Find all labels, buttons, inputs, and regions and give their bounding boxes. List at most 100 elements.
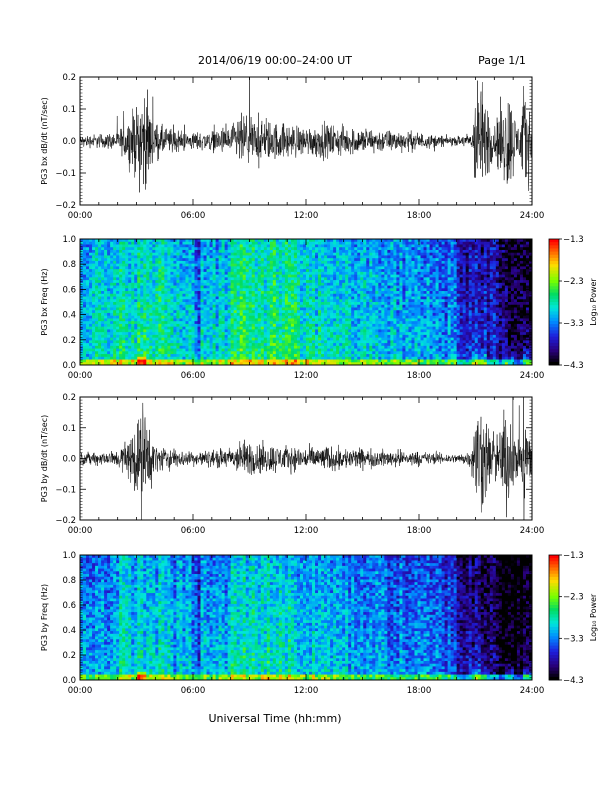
spectrogram-cell bbox=[248, 310, 253, 314]
spectrogram-cell bbox=[86, 310, 90, 314]
spectrogram-cell bbox=[296, 252, 301, 256]
spectrogram-cell bbox=[179, 323, 183, 328]
spectrogram-cell bbox=[95, 266, 99, 270]
spectrogram-cell bbox=[203, 247, 207, 251]
spectrogram-cell bbox=[230, 312, 235, 317]
spectrogram-cell bbox=[173, 299, 177, 303]
spectrogram-cell bbox=[155, 343, 159, 347]
spectrogram-cell bbox=[86, 312, 90, 317]
spectrogram-cell bbox=[366, 354, 370, 358]
spectrogram-cell bbox=[324, 340, 328, 344]
spectrogram-cell bbox=[366, 288, 370, 292]
spectrogram-cell bbox=[287, 293, 292, 297]
spectrogram-cell bbox=[269, 345, 274, 349]
spectrogram-cell bbox=[378, 255, 382, 259]
spectrogram-cell bbox=[254, 249, 259, 254]
spectrogram-cell bbox=[354, 266, 358, 270]
spectrogram-cell bbox=[363, 288, 367, 292]
spectrogram-cell bbox=[254, 263, 259, 267]
spectrogram-cell bbox=[390, 318, 394, 322]
spectrogram-cell bbox=[345, 241, 349, 245]
spectrogram-cell bbox=[357, 282, 361, 286]
spectrogram-cell bbox=[134, 241, 138, 245]
spectrogram-cell bbox=[176, 239, 180, 243]
spectrogram-cell bbox=[119, 266, 123, 270]
spectrogram-cell bbox=[315, 274, 319, 278]
spectrogram-cell bbox=[224, 252, 229, 256]
spectrogram-cell bbox=[146, 312, 150, 317]
spectrogram-cell bbox=[299, 269, 304, 273]
spectrogram-cell bbox=[321, 291, 325, 295]
spectrogram-cell bbox=[140, 323, 144, 328]
spectrogram-cell bbox=[197, 241, 201, 245]
spectrogram-cell bbox=[134, 260, 138, 265]
spectrogram-cell bbox=[92, 282, 96, 286]
spectrogram-cell bbox=[236, 310, 241, 314]
spectrogram-cell bbox=[206, 354, 210, 358]
spectrogram-cell bbox=[89, 263, 93, 267]
spectrogram-cell bbox=[218, 239, 223, 243]
spectrogram-cell bbox=[269, 351, 274, 355]
spectrogram-cell bbox=[381, 302, 385, 306]
spectrogram-cell bbox=[86, 269, 90, 273]
spectrogram-cell bbox=[176, 280, 180, 284]
spectrogram-cell bbox=[239, 343, 244, 347]
spectrogram-cell bbox=[152, 323, 156, 328]
spectrogram-cell bbox=[360, 302, 364, 306]
spectrogram-cell bbox=[155, 307, 159, 311]
spectrogram-cell bbox=[299, 332, 304, 336]
spectrogram-cell bbox=[158, 359, 162, 363]
spectrogram-cell bbox=[212, 302, 216, 306]
spectrogram-cell bbox=[315, 271, 319, 276]
spectrogram-cell bbox=[248, 356, 253, 360]
spectrogram-cell bbox=[170, 351, 174, 355]
spectrogram-cell bbox=[107, 345, 111, 349]
spectrogram-cell bbox=[140, 321, 144, 325]
spectrogram-cell bbox=[272, 362, 277, 366]
spectrogram-cell bbox=[143, 329, 147, 333]
spectrogram-cell bbox=[191, 323, 195, 328]
spectrogram-cell bbox=[372, 348, 376, 352]
spectrogram-cell bbox=[167, 260, 171, 265]
spectrogram-cell bbox=[176, 318, 180, 322]
spectrogram-cell bbox=[113, 282, 117, 286]
spectrogram-cell bbox=[239, 354, 244, 358]
spectrogram-cell bbox=[125, 362, 129, 366]
spectrogram-cell bbox=[203, 334, 207, 339]
spectrogram-cell bbox=[104, 318, 108, 322]
spectrogram-cell bbox=[287, 244, 292, 248]
spectrogram-cell bbox=[306, 345, 310, 349]
spectrogram-cell bbox=[293, 263, 298, 267]
spectrogram-cell bbox=[80, 302, 84, 306]
spectrogram-cell bbox=[131, 323, 135, 328]
spectrogram-cell bbox=[104, 291, 108, 295]
spectrogram-cell bbox=[372, 285, 376, 289]
spectrogram-cell bbox=[152, 326, 156, 330]
spectrogram-cell bbox=[176, 362, 180, 366]
spectrogram-cell bbox=[378, 354, 382, 358]
spectrogram-cell bbox=[113, 326, 117, 330]
spectrogram-cell bbox=[281, 343, 286, 347]
spectrogram-cell bbox=[248, 340, 253, 344]
spectrogram-cell bbox=[170, 326, 174, 330]
spectrogram-cell bbox=[369, 312, 373, 317]
spectrogram-cell bbox=[245, 326, 250, 330]
spectrogram-cell bbox=[336, 362, 340, 366]
spectrogram-cell bbox=[269, 293, 274, 297]
spectrogram-cell bbox=[158, 255, 162, 259]
spectrogram-cell bbox=[390, 343, 394, 347]
spectrogram-cell bbox=[200, 321, 204, 325]
spectrogram-cell bbox=[278, 321, 283, 325]
spectrogram-cell bbox=[191, 343, 195, 347]
spectrogram-cell bbox=[155, 291, 159, 295]
spectrogram-cell bbox=[212, 266, 216, 270]
spectrogram-cell bbox=[116, 285, 120, 289]
spectrogram-cell bbox=[342, 258, 346, 262]
spectrogram-cell bbox=[315, 252, 319, 256]
spectrogram-cell bbox=[176, 326, 180, 330]
spectrogram-cell bbox=[342, 304, 346, 308]
spectrogram-cell bbox=[155, 312, 159, 317]
spectrogram-cell bbox=[146, 293, 150, 297]
spectrogram-cell bbox=[161, 282, 165, 286]
spectrogram-cell bbox=[131, 285, 135, 289]
